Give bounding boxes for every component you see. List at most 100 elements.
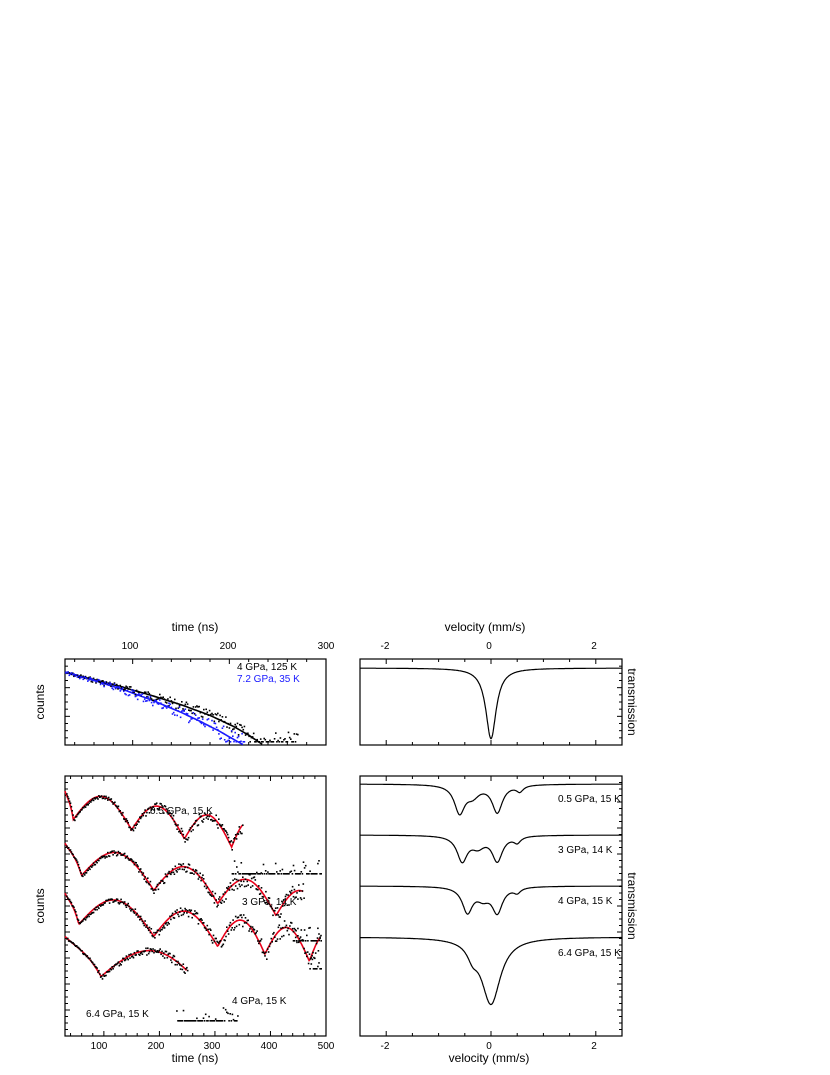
data-point (161, 950, 163, 953)
data-point (184, 1020, 187, 1022)
data-point (88, 676, 90, 679)
time-top-xlabel: time (ns) (172, 620, 219, 634)
data-point (223, 1020, 226, 1022)
data-point (147, 952, 150, 955)
tick-label: 2 (591, 1041, 597, 1052)
data-point (160, 953, 162, 956)
data-point (301, 940, 304, 942)
data-point (272, 914, 274, 917)
data-point (148, 812, 151, 814)
data-point (205, 723, 207, 726)
data-point (107, 851, 109, 854)
data-point (218, 1020, 220, 1022)
data-point (306, 951, 309, 953)
data-point (217, 827, 219, 829)
data-point (77, 919, 80, 921)
data-point (166, 924, 169, 926)
data-point (307, 940, 309, 942)
data-point (143, 878, 145, 880)
data-point (146, 881, 148, 884)
data-point (96, 967, 98, 969)
data-point (120, 964, 122, 966)
data-point (187, 1020, 189, 1022)
data-point (240, 740, 242, 743)
data-point (240, 880, 242, 883)
data-point (216, 905, 218, 908)
data-point (186, 966, 188, 969)
data-point (201, 876, 203, 879)
data-point (130, 858, 132, 860)
data-point (192, 1020, 195, 1022)
data-point (133, 863, 136, 866)
data-point (106, 856, 108, 858)
data-point (93, 963, 96, 966)
data-point (243, 873, 246, 875)
tick-label: -2 (381, 641, 390, 652)
data-point (135, 695, 138, 697)
data-point (86, 955, 89, 957)
data-point (293, 733, 296, 735)
data-point (282, 926, 284, 929)
data-point (182, 709, 184, 712)
data-point (197, 717, 199, 719)
data-point (140, 871, 143, 873)
data-point (246, 873, 248, 875)
data-point (137, 916, 139, 918)
data-point (228, 727, 231, 729)
data-point (257, 873, 259, 875)
data-point (122, 854, 124, 856)
data-point (288, 933, 290, 936)
data-point (83, 677, 86, 680)
data-point (113, 802, 115, 804)
data-point (200, 1020, 203, 1022)
data-point (296, 941, 298, 944)
data-point (228, 889, 231, 891)
data-point (124, 692, 126, 695)
data-point (212, 1020, 215, 1022)
data-point (219, 1020, 221, 1022)
data-point (128, 694, 131, 696)
data-point (109, 967, 112, 970)
data-point (156, 883, 159, 886)
data-point (233, 838, 235, 840)
data-point (212, 819, 215, 822)
data-point (113, 900, 115, 903)
data-point (146, 954, 148, 956)
data-point (216, 1020, 218, 1022)
data-point (269, 942, 272, 945)
data-point (139, 694, 141, 696)
data-point (221, 727, 224, 729)
data-point (142, 872, 145, 874)
tick-label: 400 (261, 1041, 278, 1052)
data-point (198, 717, 200, 719)
data-point (176, 702, 178, 705)
data-point (80, 809, 82, 811)
data-point (219, 714, 221, 717)
data-point (83, 918, 85, 920)
data-point (167, 813, 169, 815)
data-point (304, 940, 307, 942)
data-point (254, 933, 257, 935)
fit-curve-1 (64, 671, 244, 746)
data-point (259, 892, 262, 895)
data-point (293, 940, 296, 942)
data-point (310, 940, 313, 942)
data-point (101, 978, 104, 980)
data-point (318, 860, 320, 862)
data-point (76, 674, 79, 676)
data-point (179, 704, 182, 706)
data-point (92, 963, 95, 966)
data-point (242, 914, 245, 916)
data-point (312, 940, 315, 942)
data-point (171, 817, 174, 820)
data-point (298, 940, 300, 942)
data-point (257, 741, 260, 743)
data-point (121, 854, 123, 856)
data-point (287, 731, 290, 734)
data-point (203, 708, 205, 711)
data-point (119, 852, 121, 854)
data-point (124, 857, 127, 859)
data-point (99, 857, 102, 860)
data-point (241, 726, 243, 729)
data-point (275, 940, 278, 942)
